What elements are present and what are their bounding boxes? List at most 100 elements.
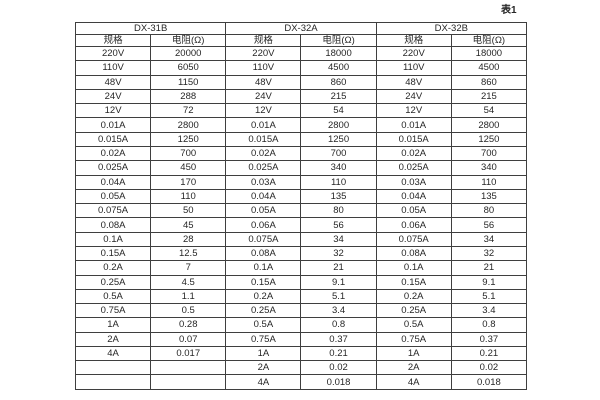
table-row: 0.75A 0.5 0.25A 3.4 0.25A 3.4 bbox=[74, 303, 528, 319]
spec-cell: 220V bbox=[375, 45, 452, 62]
resistance-cell bbox=[150, 360, 227, 376]
resistance-cell: 9.1 bbox=[300, 274, 377, 290]
spec-cell: 12V bbox=[375, 103, 452, 119]
spec-cell: 0.04A bbox=[375, 188, 452, 205]
table-row: 0.01A 2800 0.01A 2800 0.01A 2800 bbox=[74, 117, 528, 133]
resistance-cell: 80 bbox=[300, 203, 377, 219]
resistance-cell: 32 bbox=[300, 245, 377, 262]
table-head: DX-31B DX-32A DX-32B 规格 电阻(Ω) 规格 电阻(Ω) 规格 电阻(Ω) bbox=[74, 22, 528, 47]
spec-cell: 0.75A bbox=[74, 303, 152, 319]
resistance-column-header: 电阻(Ω) bbox=[450, 34, 528, 47]
resistance-cell: 0.37 bbox=[300, 331, 377, 347]
spec-cell: 0.75A bbox=[375, 331, 452, 347]
resistance-cell: 80 bbox=[450, 203, 528, 219]
spec-cell: 1A bbox=[74, 317, 152, 333]
group-header-row: DX-31B DX-32A DX-32B bbox=[74, 22, 528, 35]
resistance-cell: 1150 bbox=[150, 74, 227, 90]
resistance-cell: 170 bbox=[150, 174, 227, 190]
resistance-cell: 0.21 bbox=[300, 345, 377, 362]
table-row: 0.075A 50 0.05A 80 0.05A 80 bbox=[74, 203, 528, 219]
spec-cell: 0.15A bbox=[74, 245, 152, 262]
table-row: 0.5A 1.1 0.2A 5.1 0.2A 5.1 bbox=[74, 288, 528, 305]
table-row: 4A 0.018 4A 0.018 bbox=[74, 374, 528, 390]
table-row: 2A 0.02 2A 0.02 bbox=[74, 360, 528, 376]
resistance-cell: 1.1 bbox=[150, 288, 227, 305]
spec-cell: 0.25A bbox=[375, 303, 452, 319]
spec-cell: 0.02A bbox=[74, 145, 152, 162]
spec-cell: 2A bbox=[225, 360, 302, 376]
spec-column-header: 规格 bbox=[225, 34, 302, 47]
resistance-cell: 0.8 bbox=[300, 317, 377, 333]
spec-cell: 0.06A bbox=[375, 217, 452, 233]
resistance-cell: 12.5 bbox=[150, 245, 227, 262]
group-header-cell: DX-32B bbox=[375, 22, 528, 35]
resistance-cell: 288 bbox=[150, 88, 227, 105]
resistance-cell: 215 bbox=[450, 88, 528, 105]
spec-table: DX-31B DX-32A DX-32B 规格 电阻(Ω) 规格 电阻(Ω) 规格 电阻(Ω) … bbox=[74, 22, 528, 390]
spec-cell: 0.2A bbox=[74, 260, 152, 276]
resistance-cell: 2800 bbox=[300, 117, 377, 133]
spec-cell: 0.2A bbox=[375, 288, 452, 305]
table-row: 0.1A 28 0.075A 34 0.075A 34 bbox=[74, 231, 528, 247]
resistance-cell: 340 bbox=[300, 160, 377, 176]
spec-cell: 0.075A bbox=[375, 231, 452, 247]
resistance-cell: 9.1 bbox=[450, 274, 528, 290]
resistance-cell: 0.37 bbox=[450, 331, 528, 347]
resistance-cell: 110 bbox=[150, 188, 227, 205]
resistance-cell: 18000 bbox=[450, 45, 528, 62]
spec-cell: 0.25A bbox=[225, 303, 302, 319]
spec-cell: 0.025A bbox=[74, 160, 152, 176]
spec-cell: 0.08A bbox=[375, 245, 452, 262]
spec-cell: 2A bbox=[74, 331, 152, 347]
table-row: 0.025A 450 0.025A 340 0.025A 340 bbox=[74, 160, 528, 176]
spec-cell: 24V bbox=[225, 88, 302, 105]
spec-cell: 0.5A bbox=[74, 288, 152, 305]
resistance-cell: 700 bbox=[150, 145, 227, 162]
spec-cell: 0.1A bbox=[225, 260, 302, 276]
table-row: 1A 0.28 0.5A 0.8 0.5A 0.8 bbox=[74, 317, 528, 333]
spec-cell: 0.05A bbox=[225, 203, 302, 219]
resistance-cell: 3.4 bbox=[450, 303, 528, 319]
table-row: 48V 1150 48V 860 48V 860 bbox=[74, 74, 528, 90]
resistance-cell: 700 bbox=[450, 145, 528, 162]
resistance-cell: 4.5 bbox=[150, 274, 227, 290]
spec-cell: 0.75A bbox=[225, 331, 302, 347]
spec-cell: 0.01A bbox=[74, 117, 152, 133]
spec-cell: 0.5A bbox=[225, 317, 302, 333]
spec-cell: 0.01A bbox=[375, 117, 452, 133]
resistance-cell: 860 bbox=[300, 74, 377, 90]
resistance-cell: 3.4 bbox=[300, 303, 377, 319]
table-row: 12V 72 12V 54 12V 54 bbox=[74, 103, 528, 119]
resistance-cell: 4500 bbox=[300, 60, 377, 76]
resistance-cell: 54 bbox=[450, 103, 528, 119]
spec-cell: 110V bbox=[375, 60, 452, 76]
resistance-cell: 6050 bbox=[150, 60, 227, 76]
resistance-cell: 20000 bbox=[150, 45, 227, 62]
spec-cell: 0.06A bbox=[225, 217, 302, 233]
group-header-cell: DX-31B bbox=[74, 22, 227, 35]
spec-cell: 0.1A bbox=[74, 231, 152, 247]
table-row: 0.015A 1250 0.015A 1250 0.015A 1250 bbox=[74, 131, 528, 147]
spec-cell bbox=[74, 374, 152, 390]
spec-column-header: 规格 bbox=[375, 34, 452, 47]
resistance-cell: 0.5 bbox=[150, 303, 227, 319]
resistance-cell: 18000 bbox=[300, 45, 377, 62]
spec-cell: 48V bbox=[74, 74, 152, 90]
table-row: 24V 288 24V 215 24V 215 bbox=[74, 88, 528, 105]
spec-cell: 0.015A bbox=[375, 131, 452, 147]
spec-cell: 0.025A bbox=[375, 160, 452, 176]
resistance-cell: 860 bbox=[450, 74, 528, 90]
resistance-cell: 21 bbox=[450, 260, 528, 276]
spec-cell: 0.5A bbox=[375, 317, 452, 333]
spec-column-header: 规格 bbox=[74, 34, 152, 47]
resistance-cell: 72 bbox=[150, 103, 227, 119]
spec-cell: 0.04A bbox=[74, 174, 152, 190]
spec-cell: 48V bbox=[225, 74, 302, 90]
spec-cell: 0.015A bbox=[225, 131, 302, 147]
spec-cell: 0.075A bbox=[225, 231, 302, 247]
resistance-cell: 0.28 bbox=[150, 317, 227, 333]
resistance-cell: 1250 bbox=[450, 131, 528, 147]
spec-cell: 0.2A bbox=[225, 288, 302, 305]
spec-cell: 0.04A bbox=[225, 188, 302, 205]
resistance-cell: 21 bbox=[300, 260, 377, 276]
